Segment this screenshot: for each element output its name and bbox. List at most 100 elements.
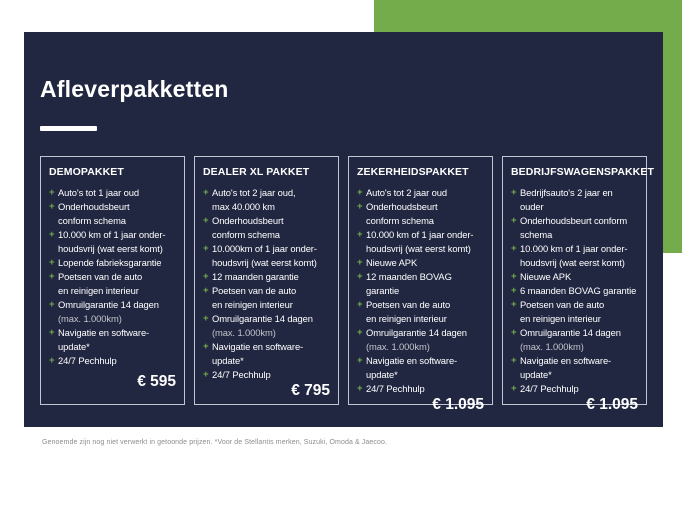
plus-bullet-icon: + bbox=[511, 271, 517, 282]
feature-item: +10.000 km of 1 jaar onder- houdsvrij (w… bbox=[357, 228, 484, 256]
feature-item: + Navigatie en software-update* bbox=[511, 354, 638, 382]
plus-bullet-icon: + bbox=[203, 215, 209, 226]
feature-text: 10.000km of 1 jaar onder- houdsvrij (wat… bbox=[212, 242, 330, 270]
feature-text-main: 10.000km of 1 jaar onder- houdsvrij (wat… bbox=[212, 243, 317, 268]
feature-text-main: 24/7 Pechhulp bbox=[212, 369, 271, 380]
plus-bullet-icon: + bbox=[511, 299, 517, 310]
feature-item: +12 maanden garantie bbox=[203, 270, 330, 284]
feature-item: +12 maanden BOVAG garantie bbox=[357, 270, 484, 298]
feature-text: 24/7 Pechhulp bbox=[520, 382, 638, 396]
plus-bullet-icon: + bbox=[357, 187, 363, 198]
feature-text-main: Omruilgarantie 14 dagen bbox=[212, 313, 313, 324]
plus-bullet-icon: + bbox=[49, 257, 55, 268]
package-price: € 1.095 bbox=[586, 396, 638, 413]
footnote: Genoemde zijn nog niet verwerkt in getoo… bbox=[42, 439, 388, 446]
feature-item: + Auto's tot 1 jaar oud bbox=[49, 186, 176, 200]
feature-text: 24/7 Pechhulp bbox=[366, 382, 484, 396]
feature-text: 12 maanden BOVAG garantie bbox=[366, 270, 484, 298]
feature-text: 10.000 km of 1 jaar onder- houdsvrij (wa… bbox=[520, 242, 638, 270]
plus-bullet-icon: + bbox=[203, 271, 209, 282]
feature-text-main: 24/7 Pechhulp bbox=[58, 355, 117, 366]
feature-text: 24/7 Pechhulp bbox=[58, 354, 176, 368]
feature-text-main: Omruilgarantie 14 dagen bbox=[366, 327, 467, 338]
plus-bullet-icon: + bbox=[357, 257, 363, 268]
plus-bullet-icon: + bbox=[203, 313, 209, 324]
feature-item: + Poetsen van de auto en reinigen interie… bbox=[357, 298, 484, 326]
feature-item: + Navigatie en software-update* bbox=[49, 326, 176, 354]
feature-text-main: Poetsen van de auto en reinigen interieu… bbox=[58, 271, 143, 296]
plus-bullet-icon: + bbox=[357, 327, 363, 338]
feature-subtext: (max. 1.000km) bbox=[520, 341, 584, 352]
feature-text: Navigatie en software-update* bbox=[58, 326, 176, 354]
feature-list: + Auto's tot 2 jaar oud, max 40.000 km + On… bbox=[203, 186, 330, 382]
feature-text-main: Bedrijfsauto's 2 jaar en ouder bbox=[520, 187, 613, 212]
feature-item: + Poetsen van de auto en reinigen interie… bbox=[203, 284, 330, 312]
package-price: € 595 bbox=[137, 373, 176, 390]
feature-text-main: 24/7 Pechhulp bbox=[520, 383, 579, 394]
plus-bullet-icon: + bbox=[511, 383, 517, 394]
feature-item: + Omruilgarantie 14 dagen (max. 1.000km) bbox=[203, 312, 330, 340]
plus-bullet-icon: + bbox=[511, 215, 517, 226]
feature-item: +6 maanden BOVAG garantie bbox=[511, 284, 638, 298]
feature-text-main: Onderhoudsbeurt conform schema bbox=[520, 215, 628, 240]
plus-bullet-icon: + bbox=[49, 299, 55, 310]
feature-text-main: Omruilgarantie 14 dagen bbox=[520, 327, 621, 338]
feature-item: + Omruilgarantie 14 dagen (max. 1.000km) bbox=[49, 298, 176, 326]
feature-subtext: (max. 1.000km) bbox=[212, 327, 276, 338]
feature-text-main: Auto's tot 2 jaar oud bbox=[366, 187, 447, 198]
feature-item: +24/7 Pechhulp bbox=[511, 382, 638, 396]
feature-text-main: Auto's tot 2 jaar oud, max 40.000 km bbox=[212, 187, 296, 212]
feature-item: + Nieuwe APK bbox=[511, 270, 638, 284]
plus-bullet-icon: + bbox=[49, 201, 55, 212]
feature-list: + Auto's tot 2 jaar oud + Onderhoudsbeurt c… bbox=[357, 186, 484, 396]
plus-bullet-icon: + bbox=[511, 285, 517, 296]
page-title: Afleverpakketten bbox=[40, 76, 229, 102]
feature-text: Omruilgarantie 14 dagen (max. 1.000km) bbox=[366, 326, 484, 354]
feature-text: Omruilgarantie 14 dagen (max. 1.000km) bbox=[212, 312, 330, 340]
feature-text-main: 12 maanden BOVAG garantie bbox=[366, 271, 452, 296]
feature-item: +10.000 km of 1 jaar onder- houdsvrij (w… bbox=[511, 242, 638, 270]
feature-text: Poetsen van de auto en reinigen interieu… bbox=[520, 298, 638, 326]
plus-bullet-icon: + bbox=[203, 285, 209, 296]
feature-text: Nieuwe APK bbox=[520, 270, 638, 284]
feature-text-main: Navigatie en software-update* bbox=[366, 355, 458, 380]
feature-text-main: Poetsen van de auto en reinigen interieu… bbox=[520, 299, 605, 324]
feature-text: 10.000 km of 1 jaar onder- houdsvrij (wa… bbox=[366, 228, 484, 256]
packages-row: DEMOPAKKET + Auto's tot 1 jaar oud + Onderho… bbox=[40, 156, 654, 413]
plus-bullet-icon: + bbox=[49, 187, 55, 198]
feature-item: + Onderhoudsbeurt conform schema bbox=[357, 200, 484, 228]
plus-bullet-icon: + bbox=[49, 271, 55, 282]
package-title: DEALER XL PAKKET bbox=[203, 166, 310, 178]
feature-text: 24/7 Pechhulp bbox=[212, 368, 330, 382]
feature-text: Auto's tot 1 jaar oud bbox=[58, 186, 176, 200]
packages-panel: Afleverpakketten DEMOPAKKET + Auto's tot 1… bbox=[24, 32, 663, 427]
plus-bullet-icon: + bbox=[49, 355, 55, 366]
feature-text: Navigatie en software-update* bbox=[366, 354, 484, 382]
feature-text-main: Navigatie en software-update* bbox=[212, 341, 304, 366]
feature-list: + Auto's tot 1 jaar oud + Onderhoudsbeurt c… bbox=[49, 186, 176, 368]
feature-text: 12 maanden garantie bbox=[212, 270, 330, 284]
package-card: BEDRIJFSWAGENSPAKKET + Bedrijfsauto's 2 ja… bbox=[502, 156, 654, 413]
feature-text-main: Onderhoudsbeurt conform schema bbox=[366, 201, 438, 226]
plus-bullet-icon: + bbox=[357, 271, 363, 282]
plus-bullet-icon: + bbox=[203, 369, 209, 380]
feature-item: + Navigatie en software-update* bbox=[357, 354, 484, 382]
feature-text: Onderhoudsbeurt conform schema bbox=[212, 214, 330, 242]
feature-item: + Onderhoudsbeurt conform schema bbox=[49, 200, 176, 228]
feature-text: 6 maanden BOVAG garantie bbox=[520, 284, 638, 298]
feature-text: Onderhoudsbeurt conform schema bbox=[520, 214, 638, 242]
plus-bullet-icon: + bbox=[203, 243, 209, 254]
package-title: DEMOPAKKET bbox=[49, 166, 124, 178]
feature-text-main: Lopende fabrieksgarantie bbox=[58, 257, 162, 268]
feature-text-main: Auto's tot 1 jaar oud bbox=[58, 187, 139, 198]
feature-text-main: 6 maanden BOVAG garantie bbox=[520, 285, 637, 296]
feature-item: + Auto's tot 2 jaar oud bbox=[357, 186, 484, 200]
feature-item: + Onderhoudsbeurt conform schema bbox=[203, 214, 330, 242]
feature-text: 10.000 km of 1 jaar onder- houdsvrij (wa… bbox=[58, 228, 176, 256]
feature-item: +24/7 Pechhulp bbox=[203, 368, 330, 382]
package-card: ZEKERHEIDSPAKKET + Auto's tot 2 jaar oud + O… bbox=[348, 156, 493, 413]
package-price: € 1.095 bbox=[432, 396, 484, 413]
feature-item: +10.000 km of 1 jaar onder- houdsvrij (w… bbox=[49, 228, 176, 256]
feature-subtext: (max. 1.000km) bbox=[366, 341, 430, 352]
feature-text-main: 10.000 km of 1 jaar onder- houdsvrij (wa… bbox=[366, 229, 474, 254]
